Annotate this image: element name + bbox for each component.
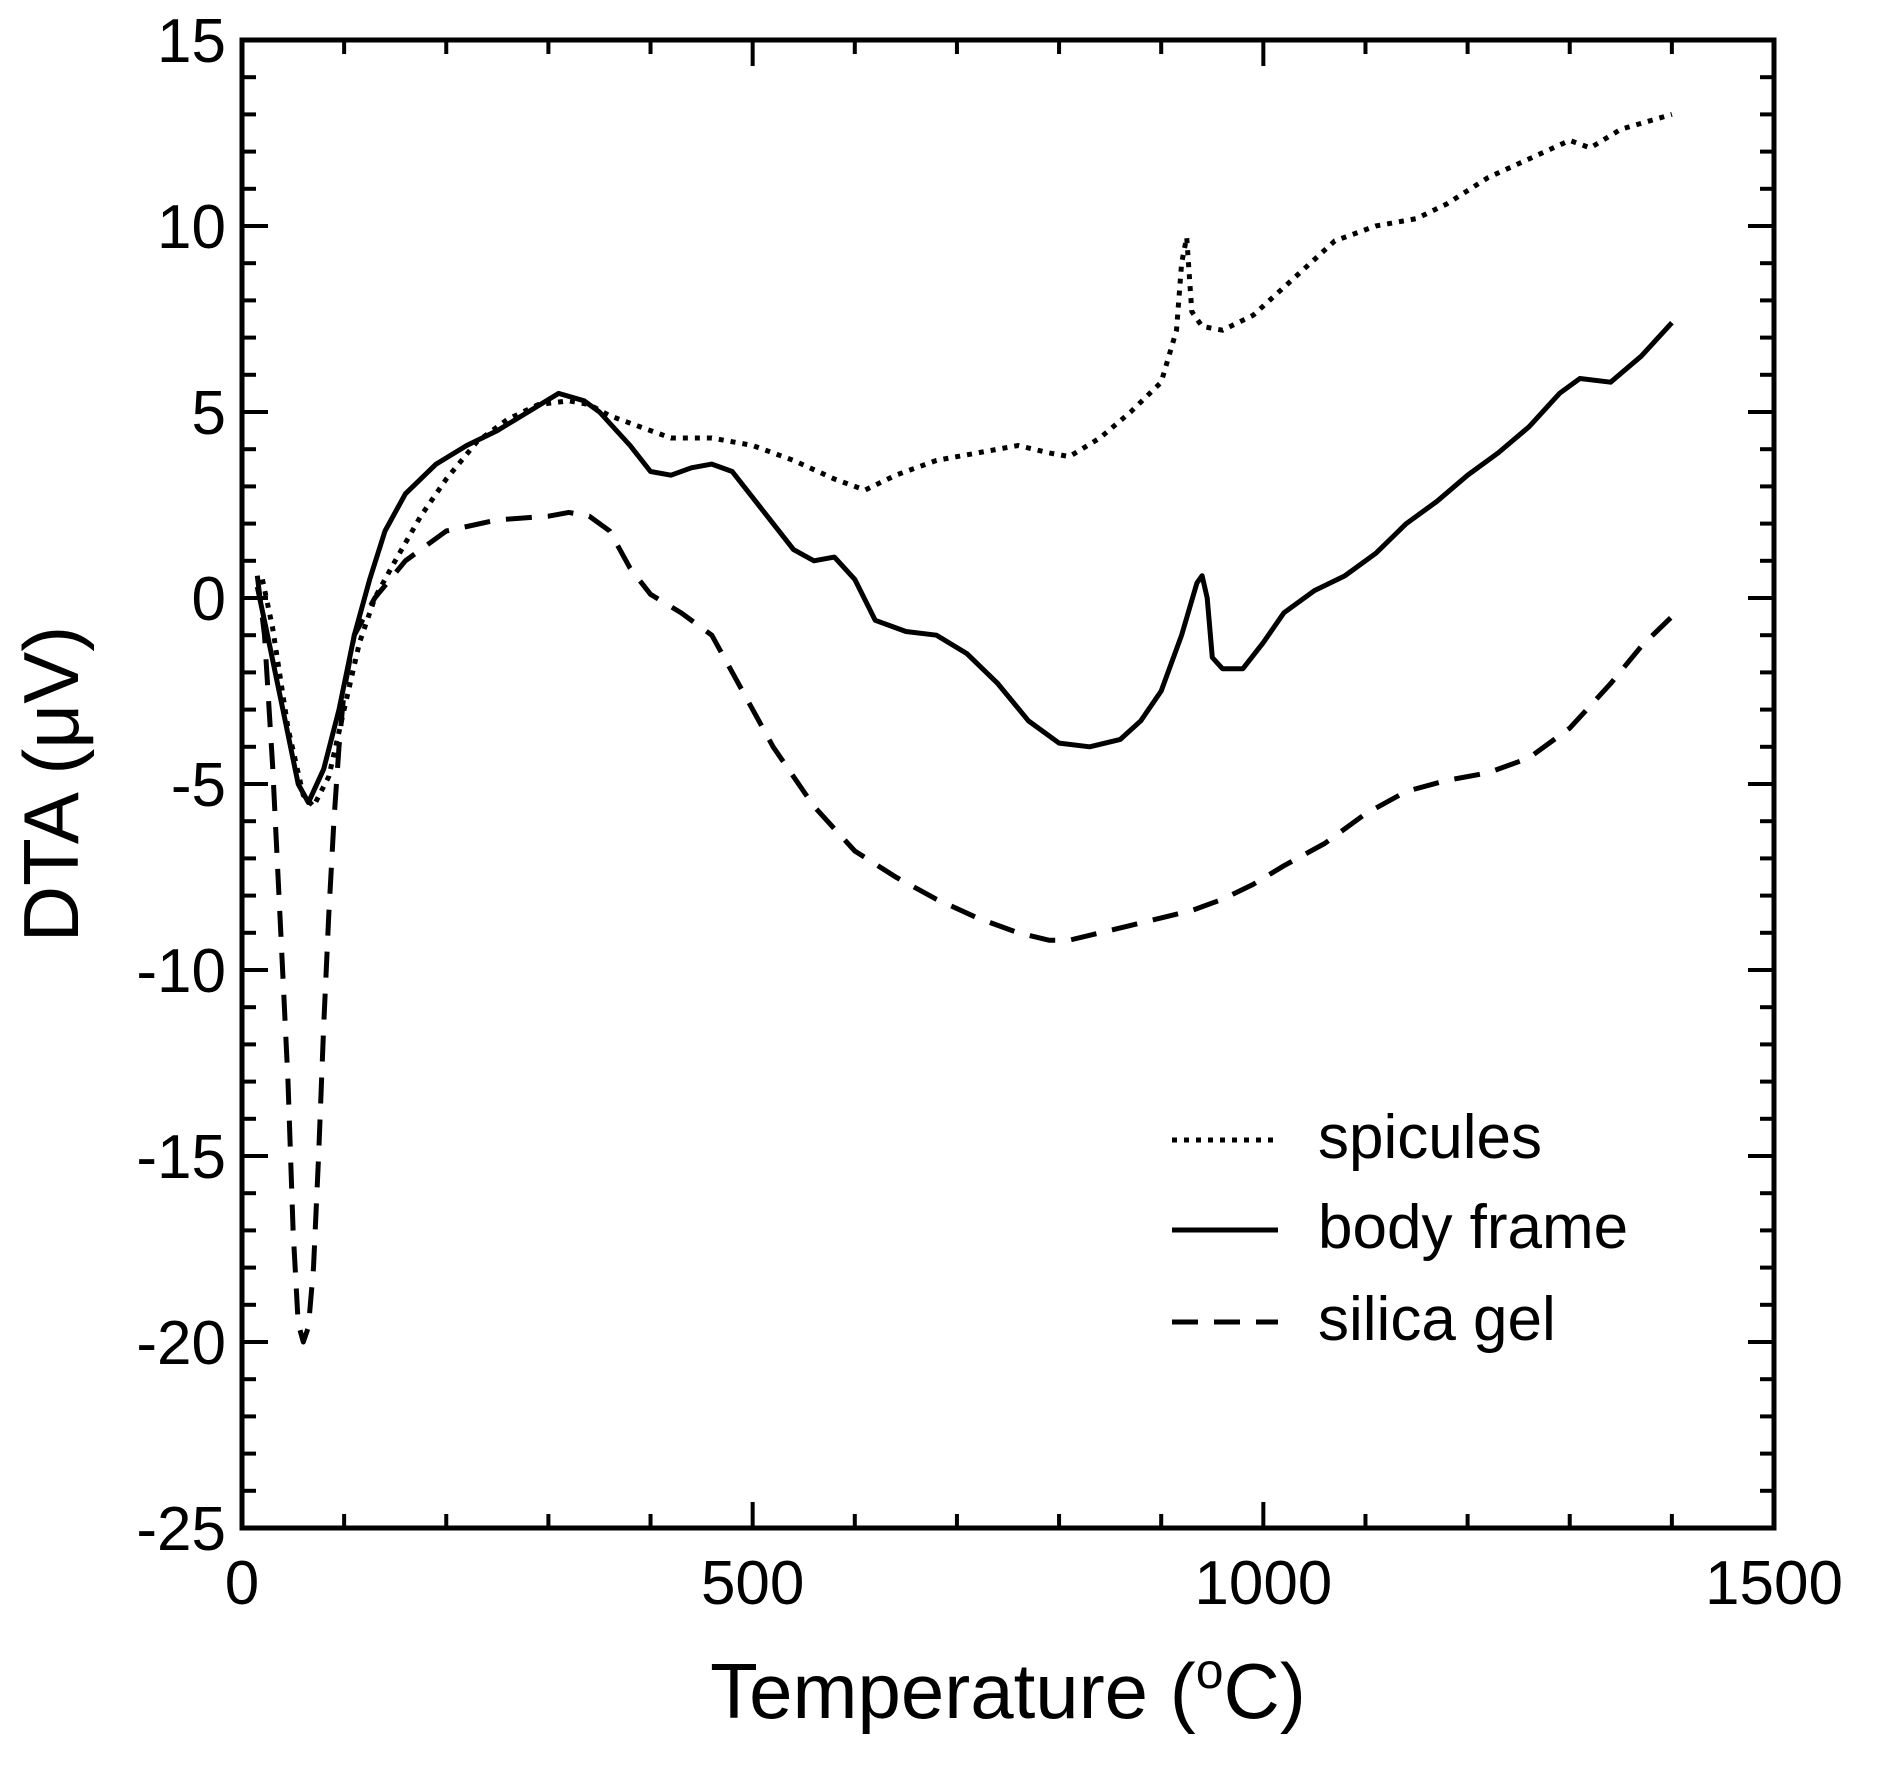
- series-body-frame-line: [254, 321, 1674, 806]
- series-silica-gel-line: [254, 509, 1674, 1345]
- x-axis-title-superscript: o: [1196, 1643, 1224, 1699]
- x-tick-label: 1500: [1705, 1549, 1843, 1618]
- tick-labels: 0 500 1000 1500 -25 -20 -15 -10 -5 0 5 10 15: [136, 7, 1843, 1618]
- y-tick-label: -5: [171, 751, 226, 820]
- x-tick-label: 1000: [1194, 1549, 1332, 1618]
- y-tick-label: -10: [136, 937, 226, 1006]
- y-tick-label: -25: [136, 1495, 226, 1564]
- y-tick-label: -20: [136, 1309, 226, 1378]
- plot-frame: [239, 37, 1777, 1531]
- x-tick-label: 500: [701, 1549, 804, 1618]
- y-tick-label: 15: [157, 7, 226, 76]
- legend-label-silica-gel: silica gel: [1318, 1285, 1556, 1354]
- plot-series: [254, 111, 1674, 1345]
- y-tick-label: 5: [192, 379, 226, 448]
- y-tick-label: 10: [157, 193, 226, 262]
- series-spicules-line: [259, 111, 1673, 809]
- y-tick-label: 0: [192, 565, 226, 634]
- x-axis-title-end: C): [1224, 1647, 1306, 1735]
- x-axis-title-main: Temperature (: [710, 1647, 1196, 1735]
- x-tick-label: 0: [225, 1549, 259, 1618]
- y-axis-title: DTA (μV): [7, 626, 95, 943]
- legend-label-body-frame: body frame: [1318, 1193, 1628, 1262]
- legend-label-spicules: spicules: [1318, 1103, 1542, 1172]
- x-axis-title: Temperature (oC): [710, 1643, 1306, 1735]
- legend: spicules body frame silica gel: [1172, 1103, 1628, 1354]
- y-tick-label: -15: [136, 1123, 226, 1192]
